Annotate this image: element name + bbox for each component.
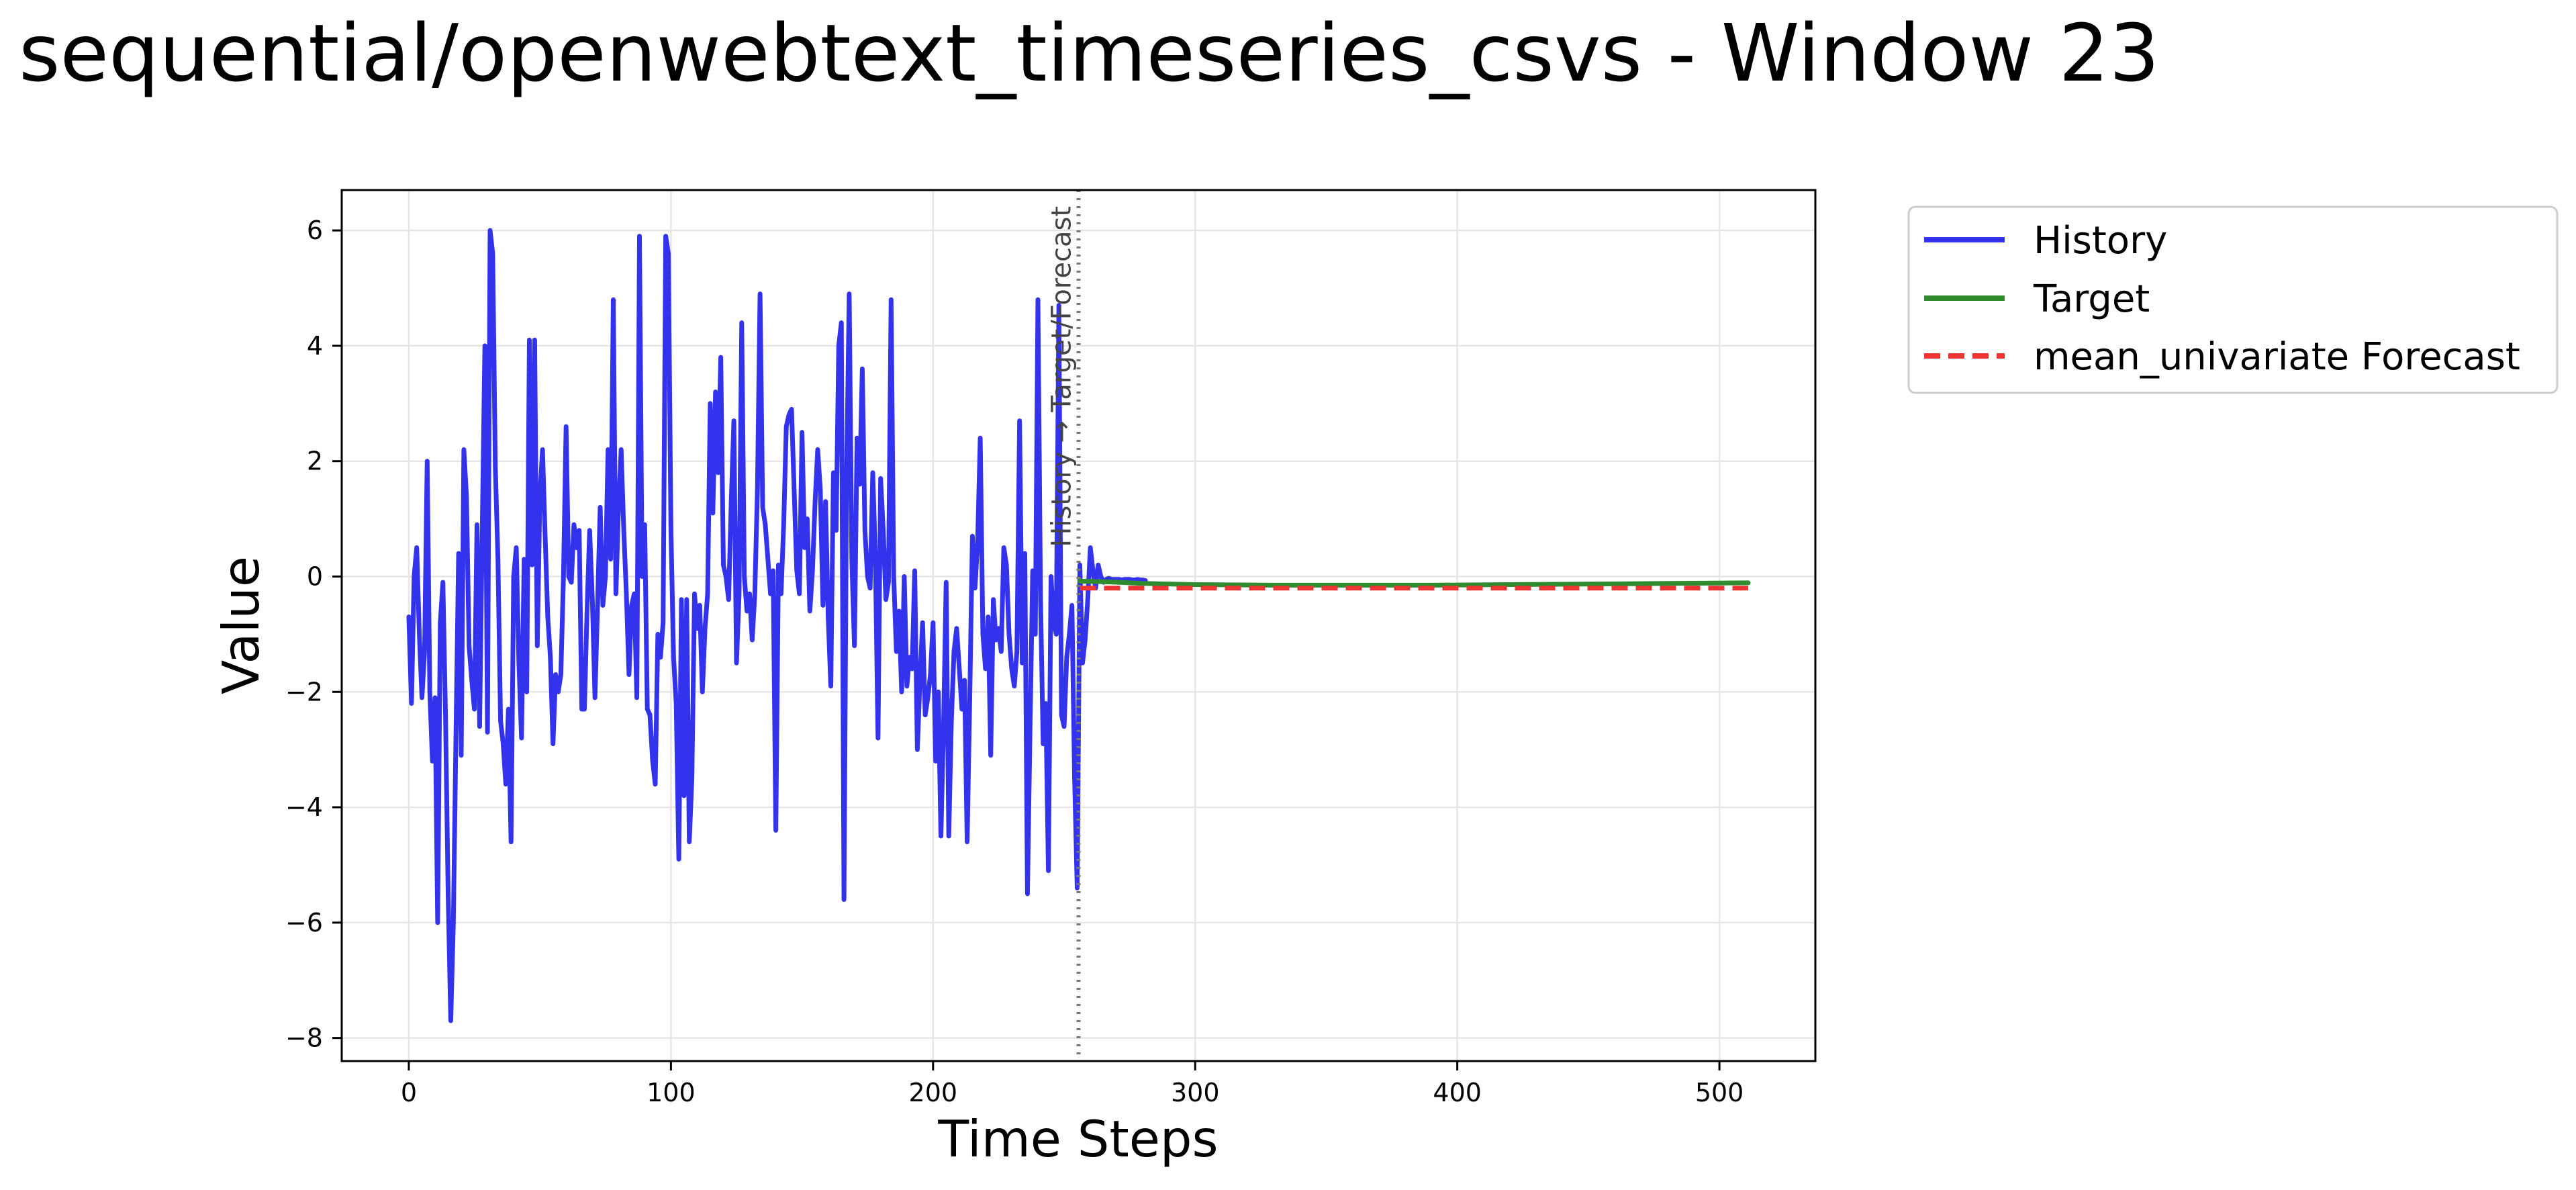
x-tick-label: 300 <box>1171 1078 1220 1107</box>
y-tick-label: 4 <box>307 331 323 361</box>
x-tick-label: 400 <box>1433 1078 1482 1107</box>
x-tick-label: 100 <box>647 1078 696 1107</box>
split-label: History → Target/Forecast <box>1047 206 1078 547</box>
plot-frame <box>340 189 1817 1062</box>
y-tick-label: −4 <box>285 792 323 822</box>
legend: History Target mean_univariate Forecast <box>1907 205 2559 394</box>
legend-forecast-label: mean_univariate Forecast <box>2034 335 2520 379</box>
y-tick-label: 2 <box>307 447 323 476</box>
y-tick-label: −2 <box>285 677 323 706</box>
series-line-history <box>406 228 1148 1023</box>
legend-target-label: Target <box>2033 277 2150 321</box>
x-tick-label: 500 <box>1695 1078 1744 1107</box>
y-axis-title: Value <box>211 556 271 694</box>
y-tick-label: 0 <box>307 561 323 591</box>
y-tick-label: −6 <box>285 908 323 937</box>
axis-ticks: 0 100 200 300 400 500 −8 −6 −4 −2 0 2 4 6 <box>285 216 1744 1107</box>
page-title: sequential/openwebtext_timeseries_csvs -… <box>19 7 2160 99</box>
x-tick-label: 0 <box>401 1078 417 1107</box>
series-line-target <box>1078 578 1751 588</box>
legend-frame <box>1907 205 2559 394</box>
x-axis-title: Time Steps <box>937 1109 1218 1169</box>
series-layer <box>406 228 1751 1023</box>
x-tick-label: 200 <box>909 1078 958 1107</box>
y-tick-label: −8 <box>285 1023 323 1053</box>
legend-history-label: History <box>2034 219 2167 263</box>
y-tick-label: 6 <box>307 216 323 245</box>
